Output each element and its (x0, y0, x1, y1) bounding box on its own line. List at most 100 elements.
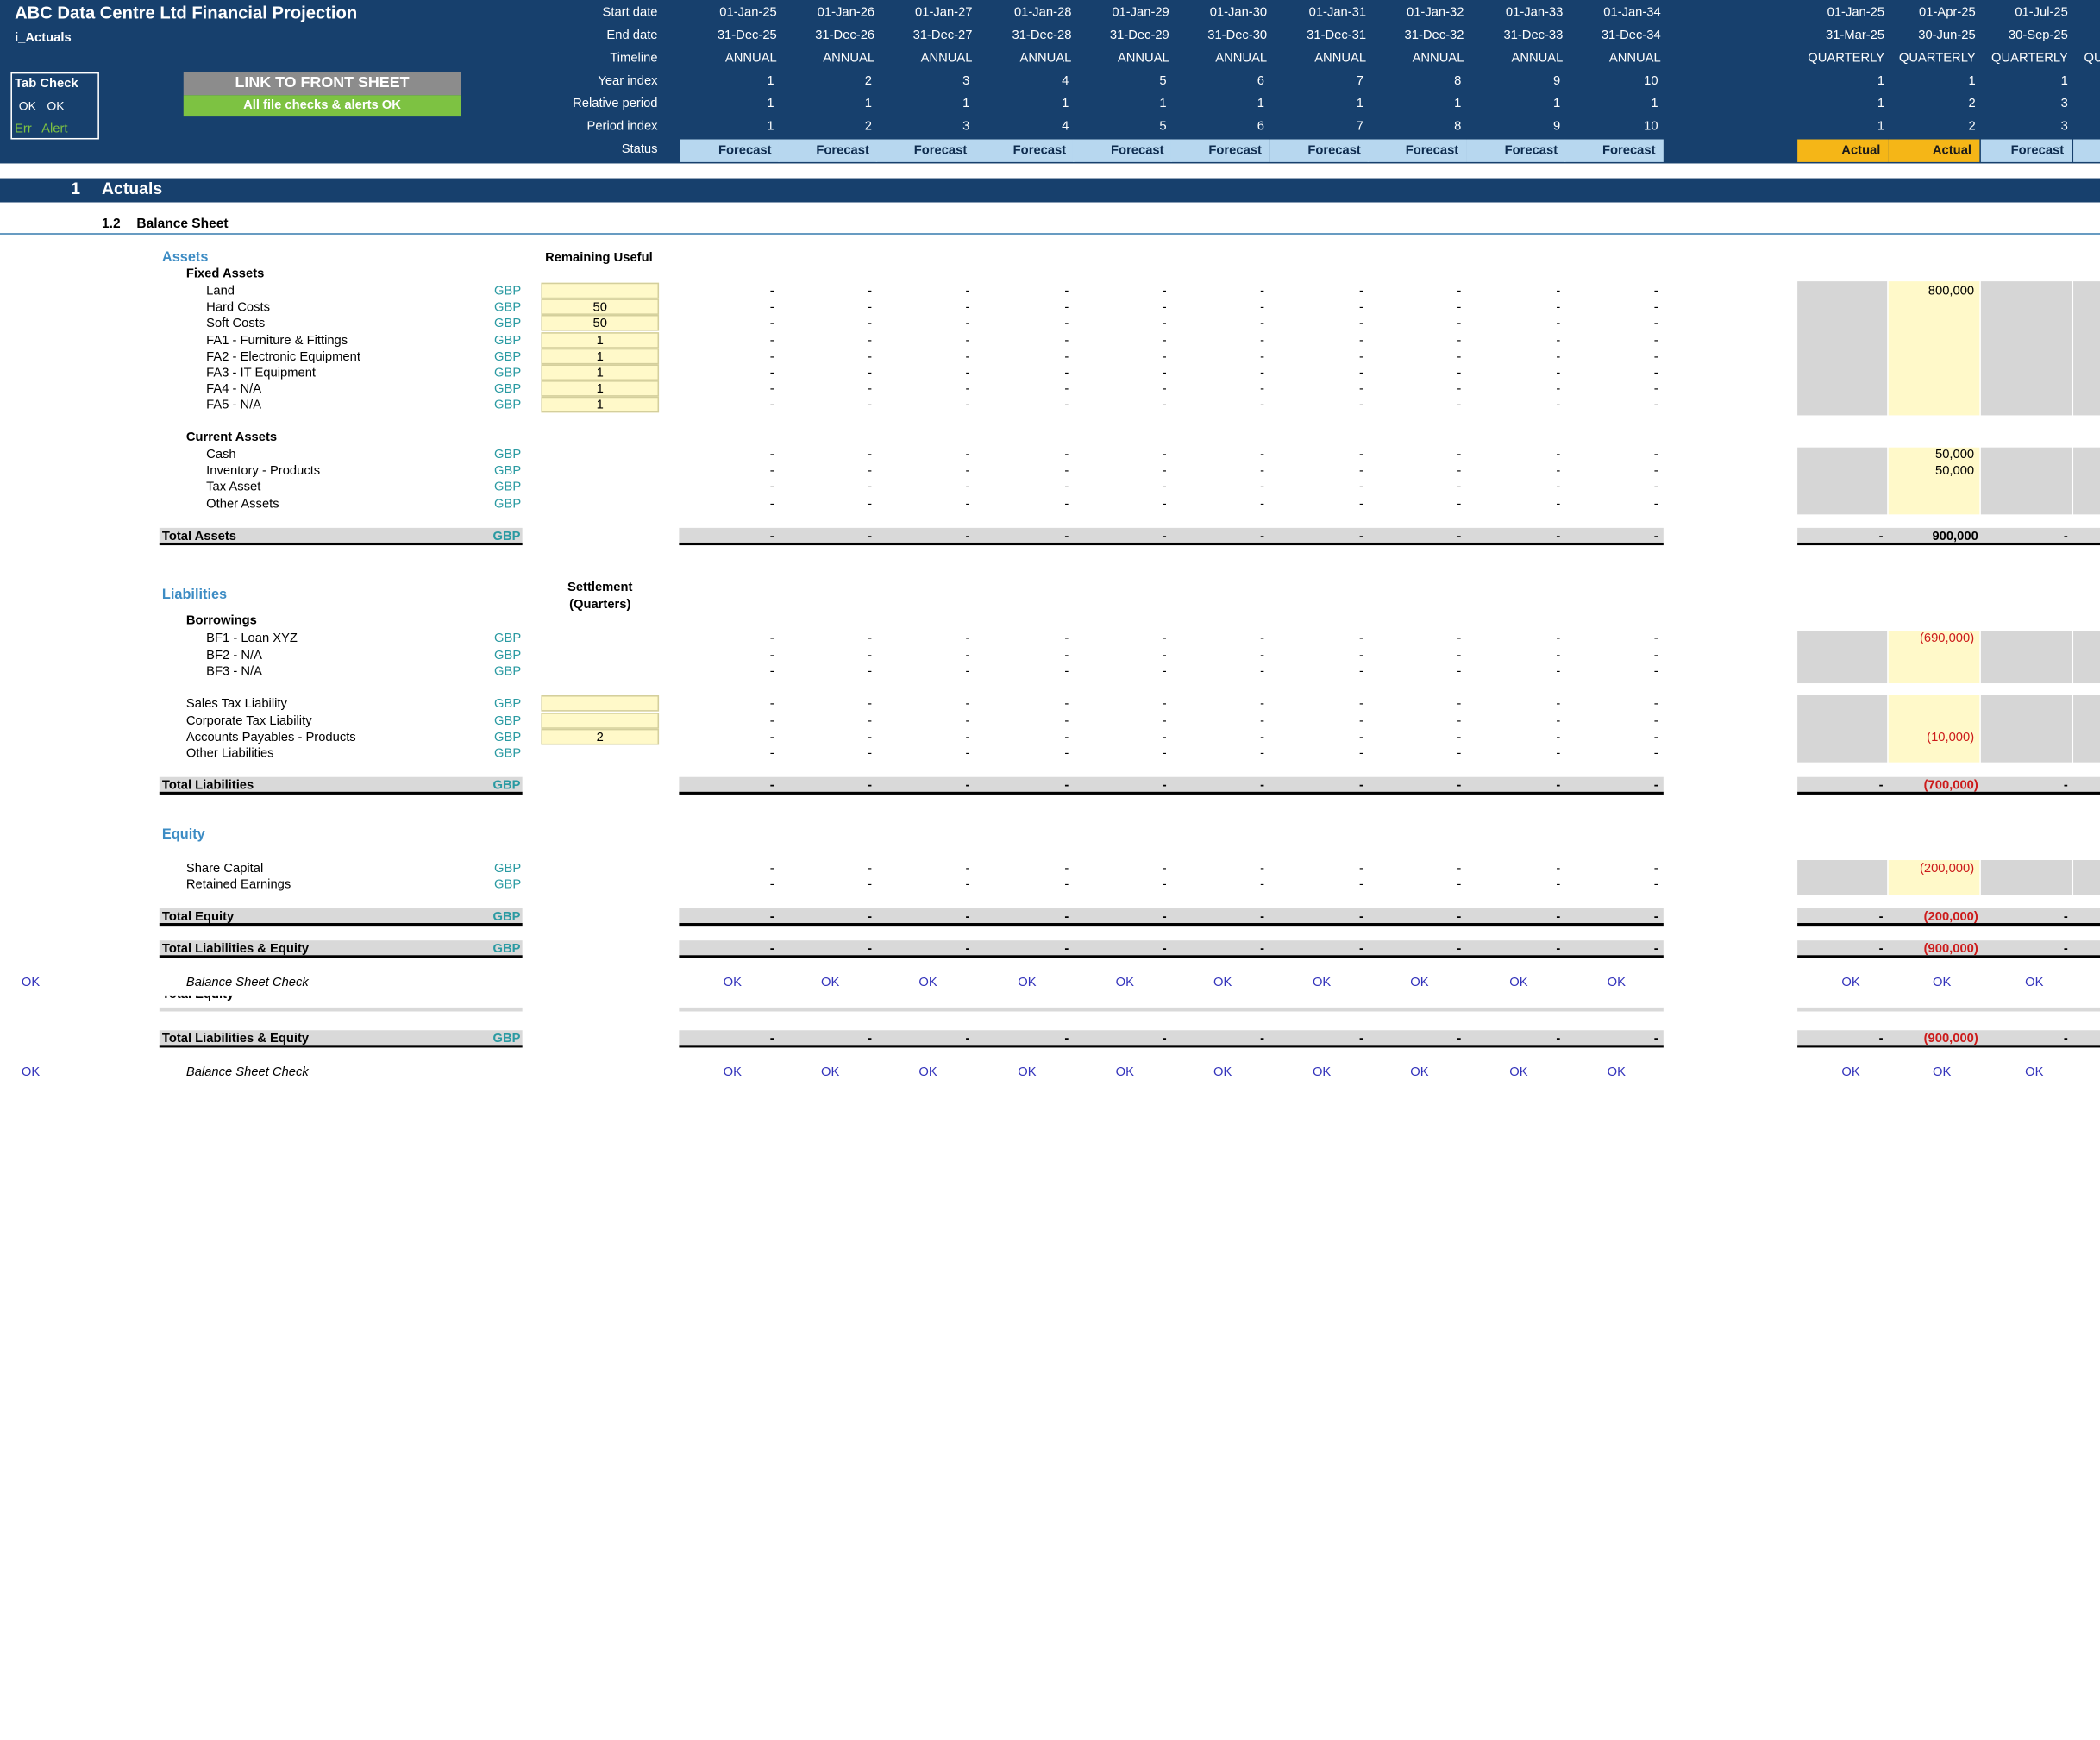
header-annual-period-index-8: 9 (1553, 119, 1561, 135)
check-quarter-first-2: OK (2025, 975, 2044, 990)
workbook-title: ABC Data Centre Ltd Financial Projection (15, 3, 358, 23)
unit-fixed-6: GBP (494, 381, 522, 397)
annual-value-liability-1-4: - (1162, 713, 1167, 729)
useful-life-input-0[interactable] (541, 282, 660, 298)
check-annual-first-8: OK (1509, 975, 1528, 990)
unit-liability-2: GBP (494, 730, 522, 745)
header-annual-end-7: 31-Dec-32 (1404, 28, 1464, 43)
total-annual-liabilities-9: - (1653, 778, 1658, 794)
total-annual-equity-0: - (769, 909, 774, 925)
q2-value-current-1[interactable]: 50,000 (1934, 463, 1975, 479)
total-row-liabilities-left (159, 776, 523, 795)
current-assets-heading: Current Assets (185, 430, 278, 445)
annual-value-current-2-5: - (1260, 479, 1265, 495)
link-to-front-sheet-button[interactable]: LINK TO FRONT SHEET (183, 72, 461, 96)
subsection-rule (0, 233, 2100, 235)
check-annual-second-1: OK (820, 1065, 840, 1080)
header-q-timeline-0: QUARTERLY (1808, 51, 1885, 66)
total-annual-equity-9: - (1653, 909, 1658, 925)
annual-value-fixed-3-0: - (769, 333, 774, 349)
q4-input-band-4 (2073, 860, 2100, 895)
settlement-input-2[interactable]: 2 (541, 728, 660, 744)
q2-value-equity-0[interactable]: (200,000) (1919, 861, 1975, 876)
q2-value-liability-2[interactable]: (10,000) (1927, 730, 1975, 745)
status-forecast-8: Forecast (1466, 139, 1566, 162)
check-annual-second-7: OK (1410, 1065, 1429, 1080)
annual-value-liability-0-7: - (1457, 696, 1462, 712)
total-annual-equity-2: - (965, 909, 970, 925)
header-q-start-1: 01-Apr-25 (1919, 5, 1976, 21)
total-q3-liab-equity: - (2063, 941, 2068, 957)
header-annual-start-3: 01-Jan-28 (1013, 5, 1072, 21)
check-quarter-first-0: OK (1841, 975, 1860, 990)
remaining-useful-header: Remaining Useful (545, 250, 653, 266)
settlement-input-0[interactable] (541, 695, 660, 711)
liabilities-heading: Liabilities (161, 587, 228, 603)
annual-value-fixed-6-5: - (1260, 381, 1265, 397)
annual-value-equity-1-6: - (1359, 877, 1363, 893)
check-quarter-second-0: OK (1841, 1065, 1860, 1080)
annual-value-current-2-3: - (1064, 479, 1069, 495)
annual-value-current-3-9: - (1653, 497, 1658, 512)
q2-value-fixed-0[interactable]: 800,000 (1928, 284, 1975, 299)
header-q-relative-1: 2 (1968, 96, 1976, 111)
annual-value-fixed-0-0: - (769, 284, 774, 299)
total-annual-equity-5: - (1260, 909, 1265, 925)
row-label-fixed-4: FA2 - Electronic Equipment (206, 349, 360, 365)
annual-value-liability-0-4: - (1162, 696, 1167, 712)
row-label-liability-1: Corporate Tax Liability (185, 713, 312, 729)
annual-value-fixed-7-0: - (769, 398, 774, 413)
row-label-fixed-7: FA5 - N/A (206, 398, 262, 413)
annual-value-current-1-3: - (1064, 463, 1069, 479)
q3-input-band-4 (1980, 860, 2072, 895)
annual-value-borrowing-2-5: - (1260, 664, 1265, 680)
annual-value-current-0-9: - (1653, 447, 1658, 462)
annual-value-liability-1-3: - (1064, 713, 1069, 729)
q3-input-band-3 (1980, 695, 2072, 763)
annual-value-fixed-1-4: - (1162, 299, 1167, 315)
status-forecast-3: Forecast (975, 139, 1075, 162)
annual-value-fixed-0-1: - (868, 284, 873, 299)
total-annual-liab-equity-2-0: - (769, 1031, 774, 1046)
total-row-assets-annual (679, 527, 1664, 546)
useful-life-input-5[interactable]: 1 (541, 364, 660, 380)
annual-value-fixed-7-9: - (1653, 398, 1658, 413)
q2-value-borrowing-0[interactable]: (690,000) (1919, 631, 1975, 646)
unit-fixed-2: GBP (494, 316, 522, 331)
settlement-input-1[interactable] (541, 713, 660, 729)
annual-value-fixed-7-7: - (1457, 398, 1462, 413)
useful-life-input-3[interactable]: 1 (541, 332, 660, 348)
ghost-divider (159, 1007, 523, 1012)
useful-life-input-7[interactable]: 1 (541, 396, 660, 412)
header-annual-timeline-6: ANNUAL (1314, 51, 1367, 66)
q1-input-band-1 (1797, 447, 1888, 515)
row-label-fixed-1: Hard Costs (206, 299, 270, 315)
useful-life-input-4[interactable]: 1 (541, 348, 660, 364)
header-annual-timeline-3: ANNUAL (1019, 51, 1072, 66)
status-forecast-4: Forecast (1072, 139, 1172, 162)
check-left-first: OK (21, 975, 41, 990)
total-unit-equity: GBP (492, 909, 521, 925)
useful-life-input-1[interactable]: 50 (541, 298, 660, 315)
annual-value-equity-0-7: - (1457, 861, 1462, 876)
header-q-start-2: 01-Jul-25 (2015, 5, 2068, 21)
total-q3-liabilities: - (2063, 778, 2068, 794)
useful-life-input-6[interactable]: 1 (541, 380, 660, 396)
annual-value-fixed-4-3: - (1064, 349, 1069, 365)
useful-life-input-2[interactable]: 50 (541, 314, 660, 330)
total-q3-liab-equity-2: - (2063, 1031, 2068, 1046)
annual-value-current-0-6: - (1359, 447, 1363, 462)
header-annual-relative-7: 1 (1454, 96, 1462, 111)
q2-value-current-0[interactable]: 50,000 (1934, 447, 1975, 462)
q1-input-band-4 (1797, 860, 1888, 895)
header-annual-end-6: 31-Dec-31 (1307, 28, 1367, 43)
annual-value-current-3-7: - (1457, 497, 1462, 512)
annual-value-fixed-5-0: - (769, 365, 774, 381)
row-label-current-3: Other Assets (206, 497, 279, 512)
ghost-divider-annual (679, 1007, 1664, 1012)
annual-value-fixed-1-9: - (1653, 299, 1658, 315)
annual-value-fixed-2-0: - (769, 316, 774, 331)
annual-value-fixed-0-5: - (1260, 284, 1265, 299)
annual-value-fixed-6-1: - (868, 381, 873, 397)
tab-check-alert: Alert (41, 122, 68, 137)
